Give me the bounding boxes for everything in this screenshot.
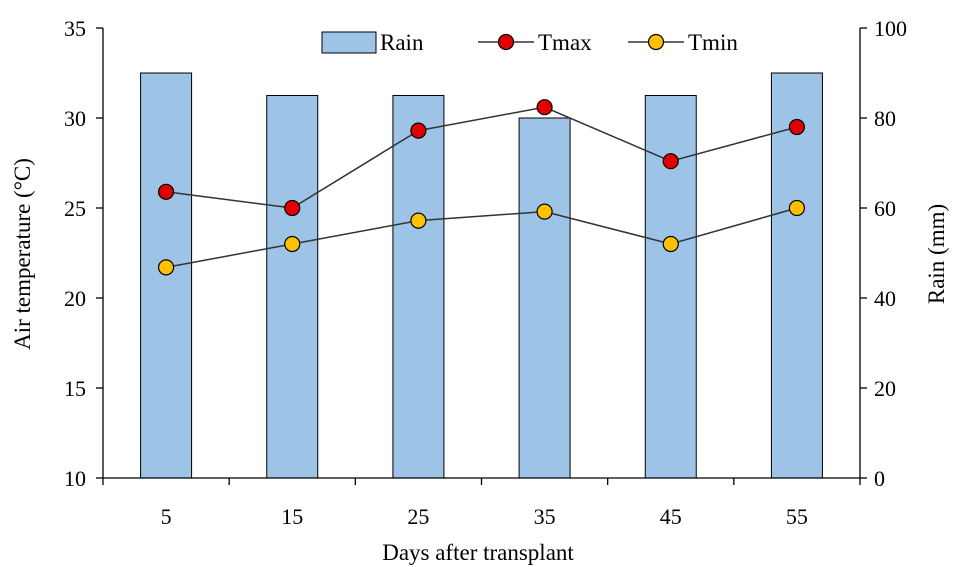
legend-label-tmax: Tmax [538, 30, 592, 55]
legend-marker-tmax [497, 33, 515, 51]
x-axis-title: Days after transplant [382, 540, 574, 565]
y-left-tick-label: 15 [64, 376, 86, 401]
tmin-point-15 [284, 235, 301, 253]
tmin-line [165, 207, 798, 269]
x-tick-label: 25 [407, 504, 429, 529]
y-axis-left-title: Air temperature (°C) [10, 158, 35, 350]
legend-marker-tmin [647, 33, 665, 51]
tmax-point-35 [536, 99, 553, 116]
y-right-tick-label: 0 [874, 466, 885, 491]
y-left-tick-label: 35 [64, 16, 86, 41]
tmin-point-45 [662, 235, 679, 253]
tmax-line [165, 106, 798, 209]
tmax-point-15 [284, 199, 301, 217]
rain-bar-35 [518, 117, 571, 479]
tmax-point-25 [410, 122, 427, 139]
tmax-point-55 [788, 118, 806, 136]
y-right-tick-label: 80 [874, 106, 896, 131]
x-tick-label: 15 [281, 504, 303, 529]
y-left-tick-label: 10 [64, 466, 86, 491]
y-right-tick-label: 20 [874, 376, 896, 401]
temperature-lines [157, 99, 806, 276]
legend: Rain Tmax Tmin [321, 30, 738, 55]
legend-swatch-rain [321, 31, 377, 54]
tmin-point-35 [536, 203, 553, 220]
tmin-point-25 [410, 212, 427, 229]
rain-bar-15 [266, 95, 319, 479]
tmax-point-45 [662, 153, 679, 170]
tmax-point-5 [157, 183, 175, 200]
rain-bar-25 [392, 95, 445, 479]
rain-bar-55 [770, 72, 823, 479]
rain-bar-5 [140, 72, 193, 479]
y-right-tick-label: 40 [874, 286, 896, 311]
axes: 10 15 20 25 30 35 0 20 40 60 80 100 5 15 25 35 45 55 [64, 16, 907, 529]
y-right-tick-label: 100 [874, 16, 907, 41]
x-tick-label: 45 [660, 504, 682, 529]
y-left-tick-label: 20 [64, 286, 86, 311]
tmin-point-55 [788, 199, 806, 217]
y-left-tick-label: 25 [64, 196, 86, 221]
x-tick-label: 35 [534, 504, 556, 529]
y-left-tick-label: 30 [64, 106, 86, 131]
legend-label-rain: Rain [380, 30, 424, 55]
y-axis-right-title: Rain (mm) [924, 204, 949, 304]
rain-bars [140, 72, 823, 479]
x-tick-label: 55 [786, 504, 808, 529]
x-tick-label: 5 [161, 504, 172, 529]
y-right-tick-label: 60 [874, 196, 896, 221]
tmin-point-5 [157, 259, 175, 276]
legend-label-tmin: Tmin [688, 30, 738, 55]
